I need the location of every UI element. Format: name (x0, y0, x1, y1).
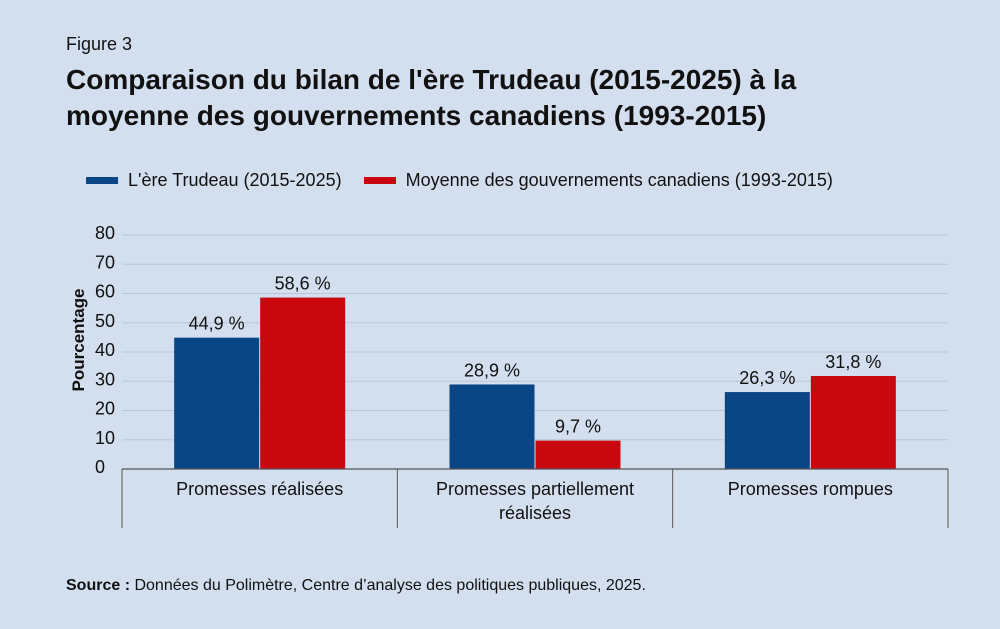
y-tick-label: 70 (95, 252, 115, 272)
bar (724, 392, 810, 469)
x-category-label: Promesses rompues (728, 479, 893, 499)
y-tick-label: 40 (95, 340, 115, 360)
source-label: Source : (66, 577, 131, 594)
legend-item-moyenne: Moyenne des gouvernements canadiens (199… (363, 170, 833, 191)
chart-title-line-2: moyenne des gouvernements canadiens (199… (66, 100, 767, 131)
bar-value-label: 31,8 % (825, 352, 881, 372)
figure-label: Figure 3 (66, 34, 133, 54)
y-tick-label: 30 (95, 369, 115, 389)
legend-swatch-trudeau (86, 177, 118, 184)
y-tick-label: 0 (95, 457, 105, 477)
bar-value-label: 26,3 % (739, 368, 795, 388)
bar-value-label: 28,9 % (464, 360, 520, 380)
chart-title-line-1: Comparaison du bilan de l'ère Trudeau (2… (66, 64, 797, 95)
y-tick-label: 50 (95, 311, 115, 331)
x-category-label: Promesses partiellement (436, 479, 634, 499)
y-axis-label: Pourcentage (69, 289, 88, 392)
legend-label-trudeau: L'ère Trudeau (2015-2025) (128, 170, 342, 190)
y-tick-label: 60 (95, 282, 115, 302)
y-tick-label: 80 (95, 223, 115, 243)
x-category-label: réalisées (499, 503, 571, 523)
source-text: Données du Polimètre, Centre d’analyse d… (130, 577, 646, 594)
legend-swatch-moyenne (363, 177, 396, 184)
bar (174, 337, 260, 469)
bar-value-label: 44,9 % (189, 314, 245, 334)
chart-title: Comparaison du bilan de l'ère Trudeau (2… (66, 62, 946, 134)
bar (810, 375, 896, 469)
bar (260, 297, 346, 469)
source-note: Source : Données du Polimètre, Centre d’… (66, 577, 646, 595)
bar (535, 440, 621, 469)
bar-value-label: 9,7 % (555, 417, 601, 437)
y-tick-label: 10 (95, 428, 115, 448)
legend-label-moyenne: Moyenne des gouvernements canadiens (199… (405, 170, 833, 190)
bar (449, 384, 535, 469)
x-category-label: Promesses réalisées (176, 479, 343, 499)
y-tick-label: 20 (95, 399, 115, 419)
bar-value-label: 58,6 % (275, 274, 331, 294)
legend-item-trudeau: L'ère Trudeau (2015-2025) (86, 170, 342, 191)
legend: L'ère Trudeau (2015-2025) Moyenne des go… (86, 170, 855, 191)
